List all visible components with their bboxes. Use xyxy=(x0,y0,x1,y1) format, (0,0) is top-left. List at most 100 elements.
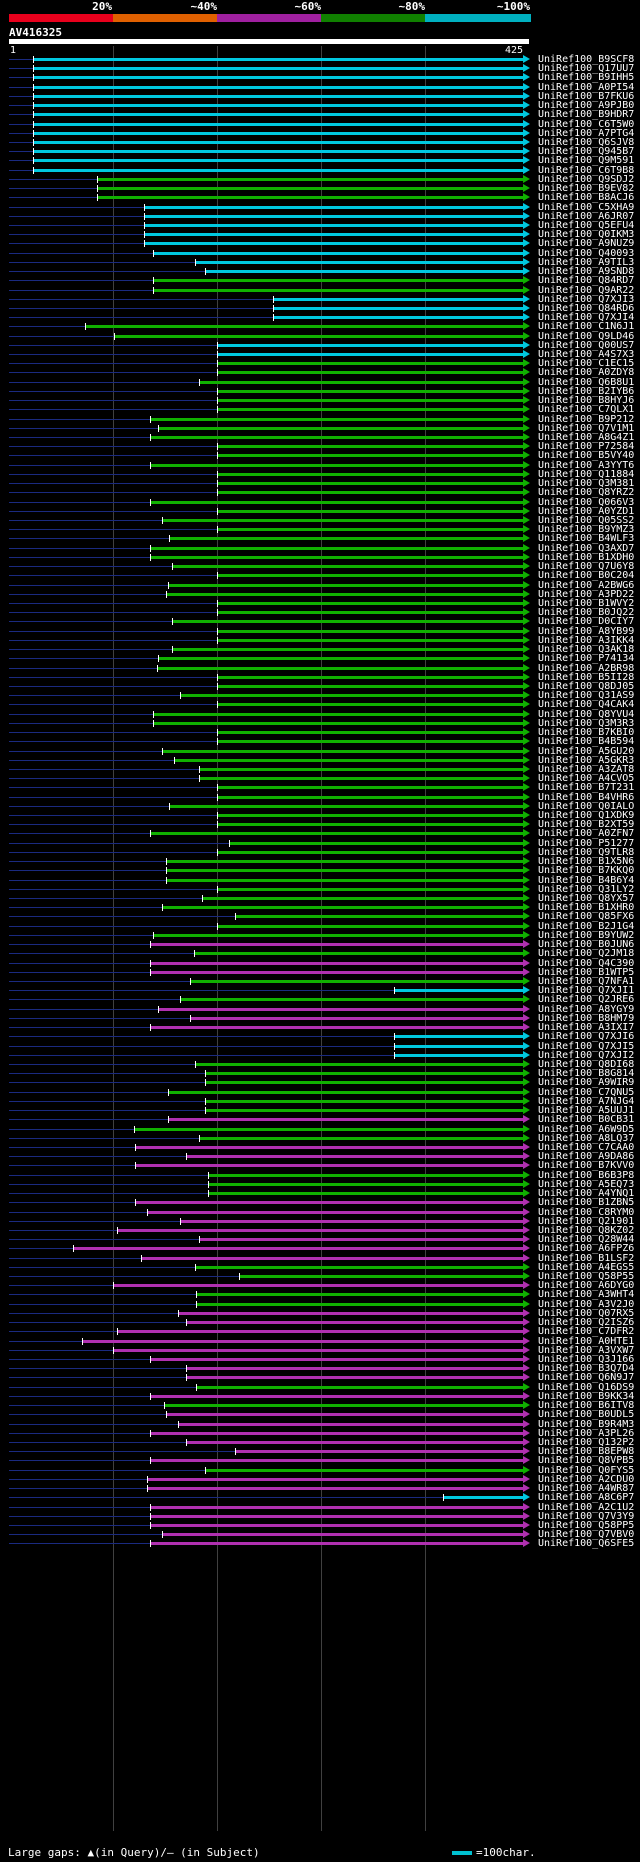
hit-row[interactable]: UniRef100_Q58P55 xyxy=(0,1271,640,1282)
hit-row[interactable]: UniRef100_Q066V3 xyxy=(0,497,640,508)
hit-label[interactable]: UniRef100_Q6B8U1 xyxy=(538,377,635,388)
hit-row[interactable]: UniRef100_Q9M591 xyxy=(0,155,640,166)
hit-row[interactable]: UniRef100_Q3AK18 xyxy=(0,644,640,655)
hit-label[interactable]: UniRef100_Q3M3R3 xyxy=(538,718,635,729)
hit-label[interactable]: UniRef100_A0HTE1 xyxy=(538,1336,635,1347)
hit-label[interactable]: UniRef100_Q132P2 xyxy=(538,1437,635,1448)
alignment-bar[interactable] xyxy=(235,915,523,918)
alignment-bar[interactable] xyxy=(195,261,523,264)
hit-row[interactable]: UniRef100_Q1XDK9 xyxy=(0,810,640,821)
hit-row[interactable]: UniRef100_Q58PP5 xyxy=(0,1520,640,1531)
hit-row[interactable]: UniRef100_Q8KZ02 xyxy=(0,1225,640,1236)
hit-row[interactable]: UniRef100_Q7XJI4 xyxy=(0,312,640,323)
alignment-bar[interactable] xyxy=(158,657,523,660)
alignment-bar[interactable] xyxy=(217,814,523,817)
hit-label[interactable]: UniRef100_A6W9D5 xyxy=(538,1124,635,1135)
alignment-bar[interactable] xyxy=(196,1293,523,1296)
hit-row[interactable]: UniRef100_Q8DJ05 xyxy=(0,681,640,692)
hit-label[interactable]: UniRef100_P72584 xyxy=(538,441,635,452)
hit-label[interactable]: UniRef100_B9EV82 xyxy=(538,183,635,194)
alignment-bar[interactable] xyxy=(168,1091,523,1094)
hit-label[interactable]: UniRef100_B8HM79 xyxy=(538,1013,635,1024)
hit-row[interactable]: UniRef100_Q31AS9 xyxy=(0,690,640,701)
hit-label[interactable]: UniRef100_B1X5N6 xyxy=(538,856,635,867)
alignment-bar[interactable] xyxy=(113,1349,523,1352)
hit-label[interactable]: UniRef100_Q7V1M1 xyxy=(538,423,635,434)
alignment-bar[interactable] xyxy=(394,1054,523,1057)
alignment-bar[interactable] xyxy=(205,1100,523,1103)
hit-row[interactable]: UniRef100_Q8YRZ2 xyxy=(0,487,640,498)
hit-row[interactable]: UniRef100_B5VY40 xyxy=(0,450,640,461)
hit-row[interactable]: UniRef100_Q6N9J7 xyxy=(0,1372,640,1383)
alignment-bar[interactable] xyxy=(217,510,523,513)
hit-label[interactable]: UniRef100_Q4CAK4 xyxy=(538,699,635,710)
alignment-bar[interactable] xyxy=(208,1192,523,1195)
alignment-bar[interactable] xyxy=(273,298,523,301)
hit-row[interactable]: UniRef100_Q4C390 xyxy=(0,958,640,969)
hit-row[interactable]: UniRef100_B9HDR7 xyxy=(0,109,640,120)
hit-label[interactable]: UniRef100_Q7XJI2 xyxy=(538,1050,635,1061)
hit-row[interactable]: UniRef100_Q7V3Y9 xyxy=(0,1511,640,1522)
hit-row[interactable]: UniRef100_C7DFR2 xyxy=(0,1326,640,1337)
alignment-bar[interactable] xyxy=(217,574,523,577)
alignment-bar[interactable] xyxy=(217,445,523,448)
hit-row[interactable]: UniRef100_Q85FX6 xyxy=(0,911,640,922)
alignment-bar[interactable] xyxy=(33,123,523,126)
hit-row[interactable]: UniRef100_B9R4M3 xyxy=(0,1419,640,1430)
alignment-bar[interactable] xyxy=(150,962,523,965)
hit-label[interactable]: UniRef100_A5UUJ1 xyxy=(538,1105,635,1116)
alignment-bar[interactable] xyxy=(217,611,523,614)
hit-label[interactable]: UniRef100_Q21901 xyxy=(538,1216,635,1227)
hit-row[interactable]: UniRef100_A5EQ73 xyxy=(0,1179,640,1190)
hit-label[interactable]: UniRef100_Q6SJV8 xyxy=(538,137,635,148)
hit-row[interactable]: UniRef100_B7KBI0 xyxy=(0,727,640,738)
hit-row[interactable]: UniRef100_B2XT59 xyxy=(0,819,640,830)
alignment-bar[interactable] xyxy=(150,1432,523,1435)
hit-row[interactable]: UniRef100_A2C1U2 xyxy=(0,1502,640,1513)
hit-row[interactable]: UniRef100_D0CIY7 xyxy=(0,616,640,627)
hit-label[interactable]: UniRef100_Q40093 xyxy=(538,248,635,259)
hit-label[interactable]: UniRef100_A0YZD1 xyxy=(538,506,635,517)
hit-row[interactable]: UniRef100_B1XDH0 xyxy=(0,552,640,563)
alignment-bar[interactable] xyxy=(33,58,523,61)
alignment-bar[interactable] xyxy=(180,694,523,697)
alignment-bar[interactable] xyxy=(33,141,523,144)
alignment-bar[interactable] xyxy=(208,1174,523,1177)
hit-row[interactable]: UniRef100_Q31LY2 xyxy=(0,884,640,895)
alignment-bar[interactable] xyxy=(150,1395,523,1398)
hit-label[interactable]: UniRef100_Q0FYS5 xyxy=(538,1465,635,1476)
alignment-bar[interactable] xyxy=(180,998,523,1001)
hit-label[interactable]: UniRef100_Q7XJI6 xyxy=(538,1031,635,1042)
alignment-bar[interactable] xyxy=(162,750,523,753)
hit-label[interactable]: UniRef100_A8C6P7 xyxy=(538,1492,635,1503)
alignment-bar[interactable] xyxy=(186,1321,523,1324)
alignment-bar[interactable] xyxy=(144,215,523,218)
hit-row[interactable]: UniRef100_Q84RD6 xyxy=(0,303,640,314)
hit-label[interactable]: UniRef100_B9HDR7 xyxy=(538,109,635,120)
hit-label[interactable]: UniRef100_A7PTG4 xyxy=(538,128,635,139)
alignment-bar[interactable] xyxy=(150,1358,523,1361)
hit-row[interactable]: UniRef100_B9YUW2 xyxy=(0,930,640,941)
alignment-bar[interactable] xyxy=(150,464,523,467)
hit-row[interactable]: UniRef100_B5II28 xyxy=(0,672,640,683)
hit-row[interactable]: UniRef100_C7QNU5 xyxy=(0,1087,640,1098)
hit-row[interactable]: UniRef100_A8LQ37 xyxy=(0,1133,640,1144)
alignment-bar[interactable] xyxy=(166,593,523,596)
hit-row[interactable]: UniRef100_A0PI54 xyxy=(0,82,640,93)
alignment-bar[interactable] xyxy=(97,178,523,181)
hit-label[interactable]: UniRef100_Q9LD46 xyxy=(538,331,635,342)
hit-label[interactable]: UniRef100_B9YUW2 xyxy=(538,930,635,941)
hit-row[interactable]: UniRef100_A0YZD1 xyxy=(0,506,640,517)
hit-label[interactable]: UniRef100_B9SCF8 xyxy=(538,54,635,65)
hit-label[interactable]: UniRef100_B8HYJ6 xyxy=(538,395,635,406)
hit-label[interactable]: UniRef100_B0JQ22 xyxy=(538,607,635,618)
alignment-bar[interactable] xyxy=(217,731,523,734)
hit-row[interactable]: UniRef100_B7T231 xyxy=(0,782,640,793)
hit-label[interactable]: UniRef100_Q28W44 xyxy=(538,1234,635,1245)
hit-row[interactable]: UniRef100_A5GKR3 xyxy=(0,755,640,766)
alignment-bar[interactable] xyxy=(205,1081,523,1084)
alignment-bar[interactable] xyxy=(172,565,523,568)
hit-row[interactable]: UniRef100_C1N6J1 xyxy=(0,321,640,332)
hit-label[interactable]: UniRef100_B1ZBN5 xyxy=(538,1197,635,1208)
hit-label[interactable]: UniRef100_B9R4M3 xyxy=(538,1419,635,1430)
